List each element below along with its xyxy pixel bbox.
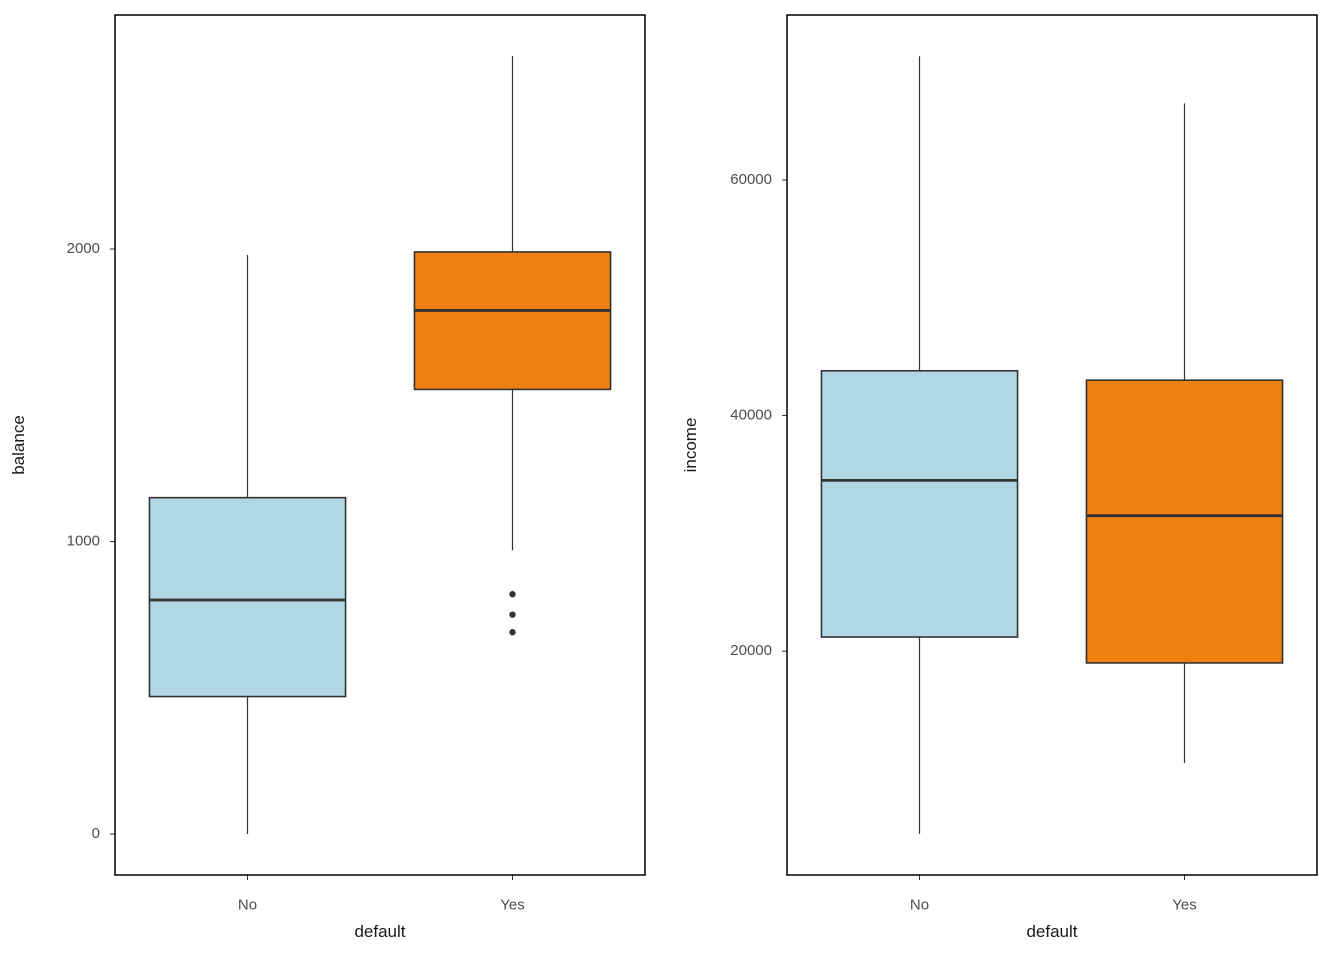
panel-balance: 0 1000 2000 No Yes balance default — [0, 0, 672, 960]
y-tick-label: 40000 — [730, 407, 772, 424]
outlier-point — [509, 611, 515, 617]
y-tick-label: 1000 — [67, 532, 100, 549]
x-tick-label: Yes — [1172, 896, 1196, 913]
x-axis-label: default — [1026, 922, 1077, 941]
y-tick-label: 20000 — [730, 642, 772, 659]
y-axis-label: balance — [9, 415, 28, 475]
panel-income: 20000 40000 60000 No Yes income default — [672, 0, 1344, 960]
x-axis-label: default — [354, 922, 405, 941]
box — [1086, 380, 1282, 663]
plot-background — [115, 15, 645, 875]
box — [821, 371, 1017, 637]
x-tick-label: No — [910, 896, 929, 913]
outlier-point — [509, 591, 515, 597]
box — [414, 252, 610, 389]
figure-container: 0 1000 2000 No Yes balance default 20000 40000 6… — [0, 0, 1344, 960]
y-tick-label: 60000 — [730, 171, 772, 188]
x-tick-label: No — [238, 896, 257, 913]
outlier-point — [509, 629, 515, 635]
y-tick-label: 2000 — [67, 240, 100, 257]
y-axis-label: income — [681, 418, 700, 473]
y-tick-label: 0 — [92, 825, 100, 842]
x-tick-label: Yes — [500, 896, 524, 913]
box — [149, 498, 345, 697]
